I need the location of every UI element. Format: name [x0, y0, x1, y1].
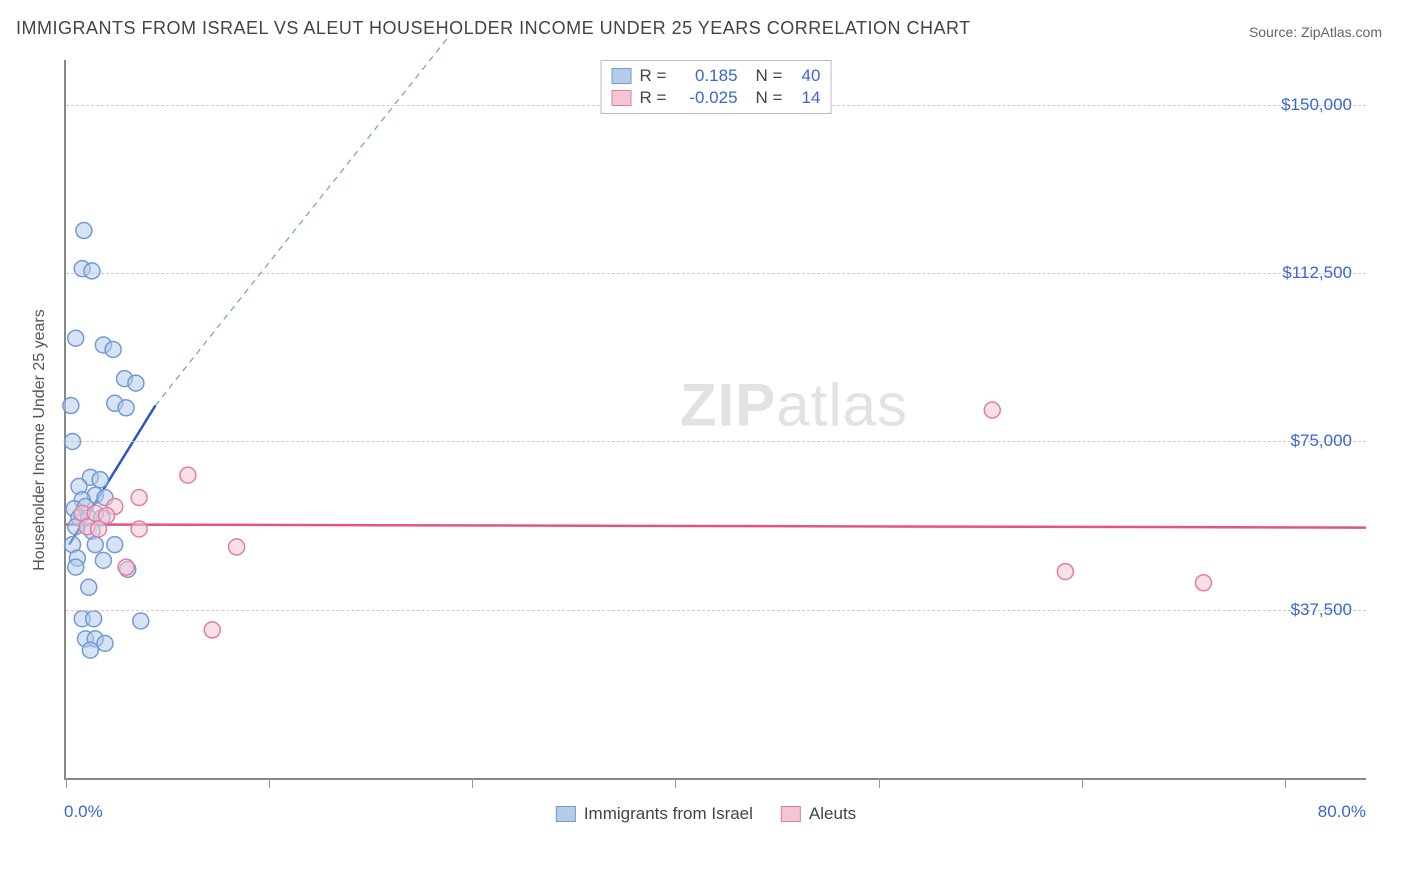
legend-swatch-series2-b [781, 806, 801, 822]
gridline [66, 441, 1366, 442]
legend-row-series2: R = -0.025 N = 14 [612, 87, 821, 109]
x-tick [472, 778, 473, 788]
plot-svg [66, 60, 1366, 778]
x-axis-min-label: 0.0% [64, 802, 103, 822]
r-value-series1: 0.185 [678, 66, 738, 86]
y-tick-label: $150,000 [1281, 95, 1352, 115]
gridline [66, 610, 1366, 611]
x-axis-max-label: 80.0% [1318, 802, 1366, 822]
x-tick [675, 778, 676, 788]
n-value-series2: 14 [790, 88, 820, 108]
correlation-legend: R = 0.185 N = 40 R = -0.025 N = 14 [601, 60, 832, 114]
n-label: N = [756, 66, 783, 86]
r-label: R = [640, 88, 670, 108]
legend-row-series1: R = 0.185 N = 40 [612, 65, 821, 87]
y-tick-label: $37,500 [1291, 600, 1352, 620]
legend-swatch-series1 [612, 68, 632, 84]
chart-area: Householder Income Under 25 years ZIPatl… [46, 60, 1366, 820]
x-tick [1082, 778, 1083, 788]
legend-label-series1: Immigrants from Israel [584, 804, 753, 824]
source-value: ZipAtlas.com [1301, 24, 1382, 40]
r-value-series2: -0.025 [678, 88, 738, 108]
n-label: N = [756, 88, 783, 108]
legend-label-series2: Aleuts [809, 804, 856, 824]
plot-region: ZIPatlas R = 0.185 N = 40 R = -0.025 N =… [64, 60, 1366, 780]
y-tick-label: $112,500 [1282, 263, 1352, 283]
y-tick-label: $75,000 [1291, 431, 1352, 451]
legend-swatch-series2 [612, 90, 632, 106]
legend-item-series1: Immigrants from Israel [556, 804, 753, 824]
gridline [66, 273, 1366, 274]
chart-title: IMMIGRANTS FROM ISRAEL VS ALEUT HOUSEHOL… [16, 18, 971, 39]
x-tick [66, 778, 67, 788]
legend-swatch-series1-b [556, 806, 576, 822]
source-attribution: Source: ZipAtlas.com [1249, 24, 1382, 40]
r-label: R = [640, 66, 670, 86]
y-axis-label: Householder Income Under 25 years [31, 309, 49, 570]
n-value-series1: 40 [790, 66, 820, 86]
x-tick [1285, 778, 1286, 788]
x-tick [879, 778, 880, 788]
legend-item-series2: Aleuts [781, 804, 856, 824]
x-tick [269, 778, 270, 788]
source-label: Source: [1249, 24, 1301, 40]
series-legend: Immigrants from Israel Aleuts [556, 804, 856, 824]
